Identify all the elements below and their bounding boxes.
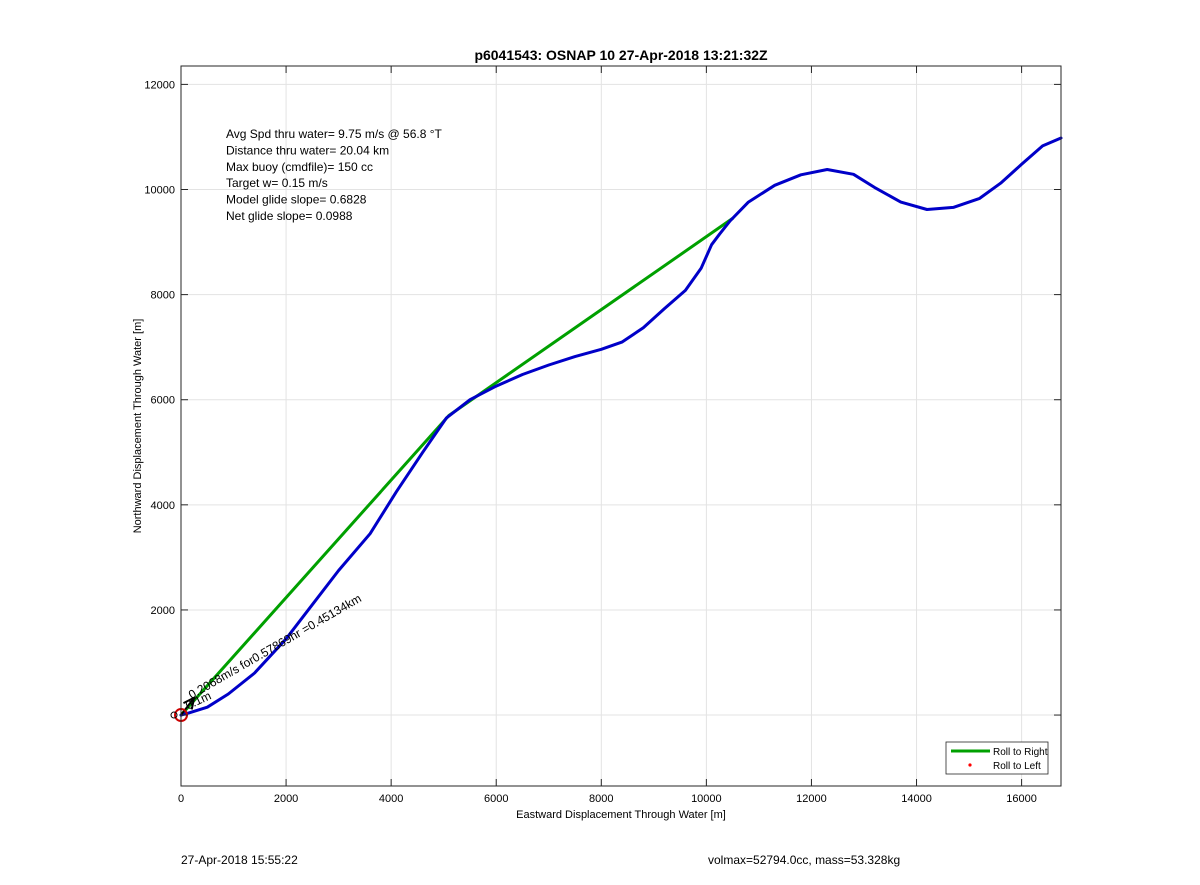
axis-ticks: 0 2000 4000 6000 8000 10000 12000 14000 16000 200… <box>144 66 1061 805</box>
start-point-ring <box>170 711 178 719</box>
legend-label-roll-left: Roll to Left <box>993 761 1041 772</box>
stats-line: Net glide slope= 0.0988 <box>226 209 353 223</box>
x-axis-label: Eastward Displacement Through Water [m] <box>516 809 726 821</box>
legend-label-roll-right: Roll to Right <box>993 747 1048 758</box>
glider-track-line <box>179 136 1063 717</box>
x-tick-label: 14000 <box>901 793 932 805</box>
velocity-arrow-shaft <box>180 697 195 716</box>
x-tick-label: 6000 <box>484 793 508 805</box>
stats-line: Model glide slope= 0.6828 <box>226 193 367 207</box>
x-tick-label: 0 <box>178 793 184 805</box>
y-axis-label: Northward Displacement Through Water [m] <box>132 319 144 534</box>
plot-frame <box>180 65 1062 787</box>
x-tick-label: 2000 <box>274 793 298 805</box>
series-layer <box>179 136 1063 717</box>
y-tick-label: 8000 <box>151 290 175 302</box>
y-tick-label: 2000 <box>151 605 175 617</box>
x-tick-label: 4000 <box>379 793 403 805</box>
x-tick-label: 10000 <box>691 793 722 805</box>
legend-swatch-roll-left <box>968 763 972 767</box>
velocity-arrow-head <box>182 695 196 710</box>
footer-volmax-mass: volmax=52794.0cc, mass=53.328kg <box>708 853 901 867</box>
y-tick-label: 6000 <box>151 395 175 407</box>
y-tick-label: 4000 <box>151 500 175 512</box>
y-tick-label: 10000 <box>144 185 175 197</box>
legend: Roll to Right Roll to Left <box>945 741 1049 775</box>
x-tick-label: 8000 <box>589 793 613 805</box>
chart-title: p6041543: OSNAP 10 27-Apr-2018 13:21:32Z <box>474 47 768 63</box>
plot-area <box>181 66 1061 786</box>
stats-line: Max buoy (cmdfile)= 150 cc <box>226 160 373 174</box>
y-tick-label: 12000 <box>144 79 175 91</box>
footer-timestamp: 27-Apr-2018 15:55:22 <box>181 853 298 867</box>
stats-line: Avg Spd thru water= 9.75 m/s @ 56.8 °T <box>226 127 443 141</box>
stats-text-block: Avg Spd thru water= 9.75 m/s @ 56.8 °T Di… <box>226 127 443 223</box>
stats-line: Distance thru water= 20.04 km <box>226 143 389 157</box>
x-tick-label: 12000 <box>796 793 827 805</box>
stats-line: Target w= 0.15 m/s <box>226 176 328 190</box>
x-tick-label: 16000 <box>1006 793 1037 805</box>
legend-box <box>945 741 1049 775</box>
